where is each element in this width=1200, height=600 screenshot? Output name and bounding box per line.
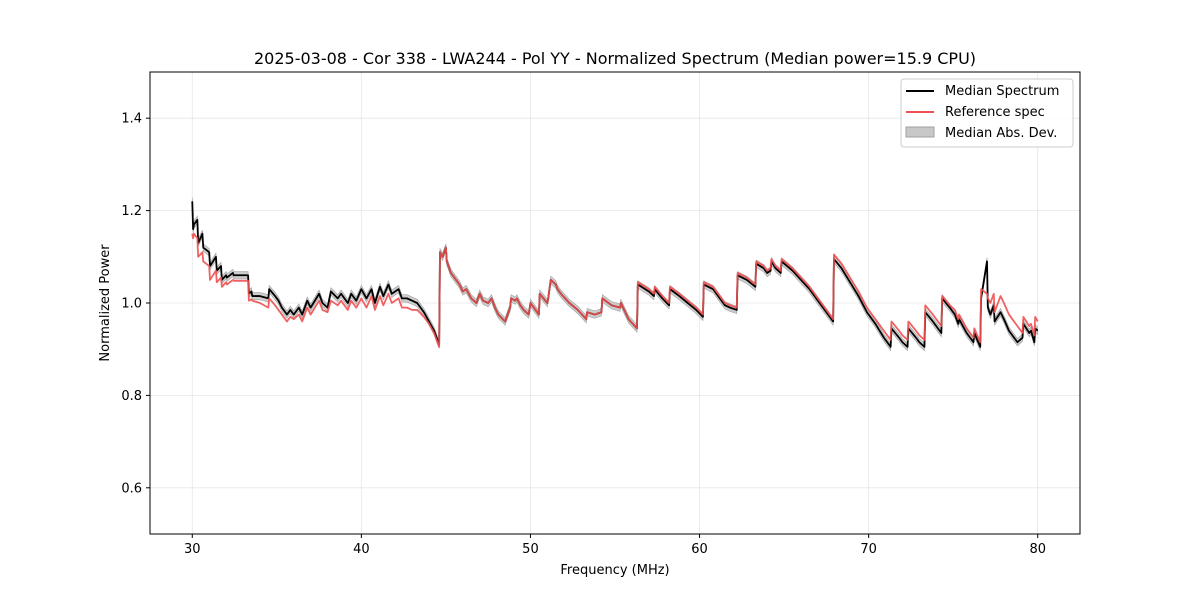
y-tick-label: 1.4	[121, 112, 142, 127]
chart-title: 2025-03-08 - Cor 338 - LWA244 - Pol YY -…	[254, 49, 976, 68]
x-tick-label: 30	[184, 542, 201, 557]
legend-label-median: Median Spectrum	[945, 84, 1059, 99]
y-axis-label: Normalized Power	[98, 244, 113, 362]
y-axis: 0.6 0.8 1.0 1.2 1.4	[121, 112, 150, 496]
legend-box	[900, 78, 1074, 148]
legend: Median Spectrum Reference spec Median Ab…	[900, 78, 1074, 148]
x-tick-label: 80	[1029, 542, 1046, 557]
series-layer	[191, 201, 1039, 348]
legend-label-mad: Median Abs. Dev.	[945, 126, 1057, 141]
x-axis-label: Frequency (MHz)	[560, 563, 669, 578]
y-tick-label: 1.2	[121, 204, 142, 219]
legend-label-reference: Reference spec	[945, 105, 1045, 120]
y-tick-label: 0.6	[121, 481, 142, 496]
x-tick-label: 70	[860, 542, 877, 557]
x-tick-label: 50	[522, 542, 539, 557]
x-tick-label: 60	[691, 542, 708, 557]
legend-swatch-mad	[905, 126, 935, 138]
y-tick-label: 1.0	[121, 297, 142, 312]
y-tick-label: 0.8	[121, 389, 142, 404]
x-tick-label: 40	[353, 542, 370, 557]
x-axis: 30 40 50 60 70 80	[184, 534, 1046, 557]
series-reference-spec	[191, 232, 1039, 348]
